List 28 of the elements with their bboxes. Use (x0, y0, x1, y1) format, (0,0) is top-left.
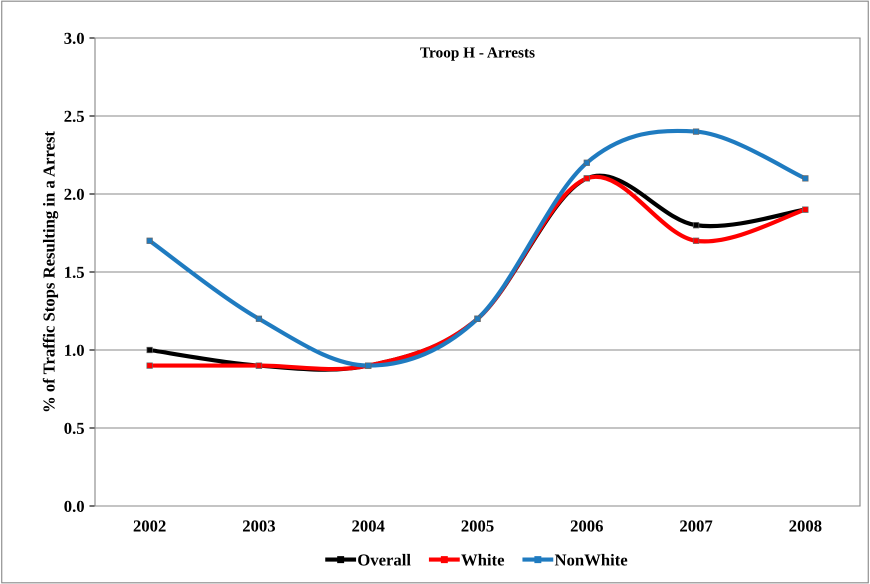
x-tick-label: 2008 (789, 520, 822, 532)
point (584, 160, 590, 166)
x-tick-label: 2003 (242, 520, 276, 532)
x-tick-label: 2004 (352, 520, 385, 532)
x-tick-label: 2007 (680, 520, 712, 532)
y-tick-label: 3.0 (64, 32, 84, 44)
y-tick-label: 2.5 (64, 110, 84, 122)
point (692, 222, 700, 228)
legend-label: White (461, 554, 504, 566)
y-axis-title: % of Traffic Stops Resulting in a Arrest (42, 131, 58, 412)
point (692, 128, 700, 135)
point (146, 362, 153, 369)
legend-label: NonWhite (554, 554, 628, 566)
point (802, 175, 808, 182)
y-tick-label: 0.0 (64, 500, 84, 512)
y-tick-label: 0.5 (64, 422, 84, 434)
x-tick-label: 2002 (134, 520, 166, 532)
y-tick-label: 1.5 (65, 266, 84, 278)
x-tick-label: 2006 (570, 520, 603, 532)
legend-label: Overall (358, 554, 411, 566)
y-tick-label: 2.0 (64, 188, 84, 200)
y-tick-label: 1.0 (65, 344, 84, 356)
point (146, 346, 153, 354)
point (146, 238, 153, 244)
point (692, 238, 700, 244)
text: Troop H - Arrests (420, 47, 535, 61)
point (256, 316, 262, 322)
x-tick-label: 2005 (462, 520, 494, 532)
